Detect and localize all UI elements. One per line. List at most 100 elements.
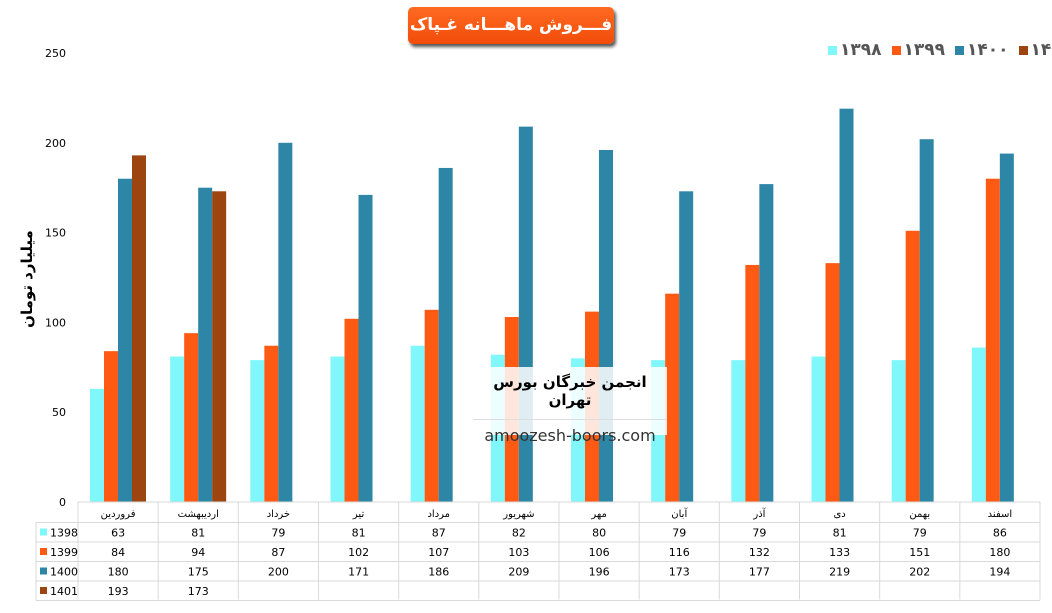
y-tick-label: 0 (59, 496, 66, 509)
legend-label: ۱۳۹۸ (840, 40, 882, 60)
x-tick-label: اردیبهشت (178, 509, 219, 520)
bar-1400-7 (599, 149, 613, 502)
bar-1400-5 (438, 167, 453, 502)
bar-1398-3 (250, 360, 265, 502)
x-tick-label: فروردین (101, 509, 136, 520)
legend-label: ۱۳۹۹ (903, 40, 946, 60)
data-label: 180 (108, 566, 129, 579)
data-label: 102 (348, 546, 369, 559)
data-label: 219 (829, 566, 850, 579)
data-label: 79 (672, 527, 686, 540)
data-label: 171 (348, 566, 369, 579)
table-row-label: 1401 (50, 585, 78, 598)
legend-label: ۱۴۰۰ (967, 40, 1009, 60)
bar-1399-4 (344, 318, 359, 502)
bar-1400-9 (759, 184, 774, 502)
bar-1399-10 (825, 263, 840, 502)
data-label: 200 (268, 566, 289, 579)
y-tick-label: 150 (45, 227, 66, 240)
bar-1399-8 (665, 293, 680, 502)
legend-key (828, 45, 837, 55)
y-tick-label: 200 (45, 137, 66, 150)
data-label: 202 (909, 566, 930, 579)
bar-1399-11 (905, 230, 920, 502)
bar-1400-4 (358, 194, 373, 502)
legend-item-1400: ۱۴۰۰ (955, 40, 1009, 60)
watermark-title: انجمن خبرگان بورس تهران (493, 373, 647, 409)
legend-item-1401: ۱۴۰۱ (1018, 40, 1052, 60)
table-row-label: 1400 (50, 566, 78, 579)
bar-1399-1 (104, 351, 118, 502)
data-label: 194 (989, 566, 1010, 579)
data-label: 79 (271, 527, 285, 540)
bar-1400-12 (999, 153, 1014, 503)
x-tick-label: مرداد (427, 509, 450, 520)
data-label: 151 (909, 546, 930, 559)
table-legend-key-1401 (40, 587, 47, 594)
bar-1399-12 (985, 178, 1000, 502)
bar-1400-3 (278, 142, 293, 503)
data-label: 81 (833, 527, 847, 540)
chart-title: فـــروش ماهـــانه غـپاک (408, 7, 614, 44)
x-tick-label: تیر (352, 509, 365, 520)
bar-1398-10 (811, 356, 826, 502)
data-label: 133 (829, 546, 850, 559)
x-tick-label: دی (833, 509, 845, 520)
y-tick-label: 50 (52, 406, 66, 419)
table-legend-key-1400 (40, 567, 47, 575)
data-label: 209 (508, 566, 529, 579)
bar-1400-2 (198, 187, 213, 502)
x-tick-label: آبان (671, 507, 688, 520)
data-label: 193 (108, 585, 129, 598)
table-legend-key-1398 (40, 528, 47, 536)
table-legend-key-1399 (40, 548, 47, 555)
data-label: 103 (508, 546, 529, 559)
data-label: 87 (271, 546, 285, 559)
bar-1400-11 (919, 139, 934, 502)
bar-1398-1 (90, 388, 104, 502)
data-label: 94 (191, 546, 205, 559)
legend-key (1018, 45, 1028, 55)
bar-1399-3 (264, 345, 279, 502)
bar-1399-2 (184, 333, 199, 502)
legend-item-1398: ۱۳۹۸ (828, 40, 882, 60)
x-tick-label: خرداد (267, 509, 290, 520)
data-label: 81 (352, 527, 366, 540)
x-tick-label: شهریور (502, 509, 534, 520)
data-label: 177 (749, 566, 770, 579)
legend-key (955, 45, 965, 55)
data-label: 196 (589, 566, 610, 579)
table-row-label: 1398 (50, 527, 78, 540)
data-label: 106 (589, 546, 610, 559)
bar-1398-2 (170, 356, 185, 502)
watermark: انجمن خبرگان بورس تهران amoozesh-boors.c… (473, 367, 667, 445)
y-tick-label: 100 (45, 316, 66, 329)
bar-1399-9 (745, 264, 760, 502)
data-label: 82 (512, 527, 526, 540)
table-row-label: 1399 (50, 546, 78, 559)
data-label: 81 (191, 527, 205, 540)
legend-key (891, 45, 901, 55)
bar-1401-1 (132, 155, 146, 502)
data-label: 79 (913, 527, 927, 540)
x-tick-label: آذر (752, 507, 766, 520)
x-tick-label: بهمن (909, 509, 930, 520)
data-label: 84 (111, 546, 125, 559)
bar-1400-1 (118, 178, 132, 502)
watermark-url: amoozesh-boors.com (473, 419, 667, 445)
bar-1400-10 (839, 108, 854, 503)
x-tick-label: مهر (590, 509, 606, 520)
data-label: 116 (669, 546, 690, 559)
data-label: 107 (428, 546, 449, 559)
x-tick-label: اسفند (988, 509, 1012, 520)
legend-item-1399: ۱۳۹۹ (891, 40, 946, 60)
bar-1398-5 (410, 345, 425, 502)
data-label: 175 (188, 566, 209, 579)
data-label: 63 (111, 527, 125, 540)
bar-1401-2 (212, 191, 227, 503)
data-label: 87 (432, 527, 446, 540)
data-label: 180 (989, 546, 1010, 559)
bar-1398-4 (330, 356, 345, 502)
